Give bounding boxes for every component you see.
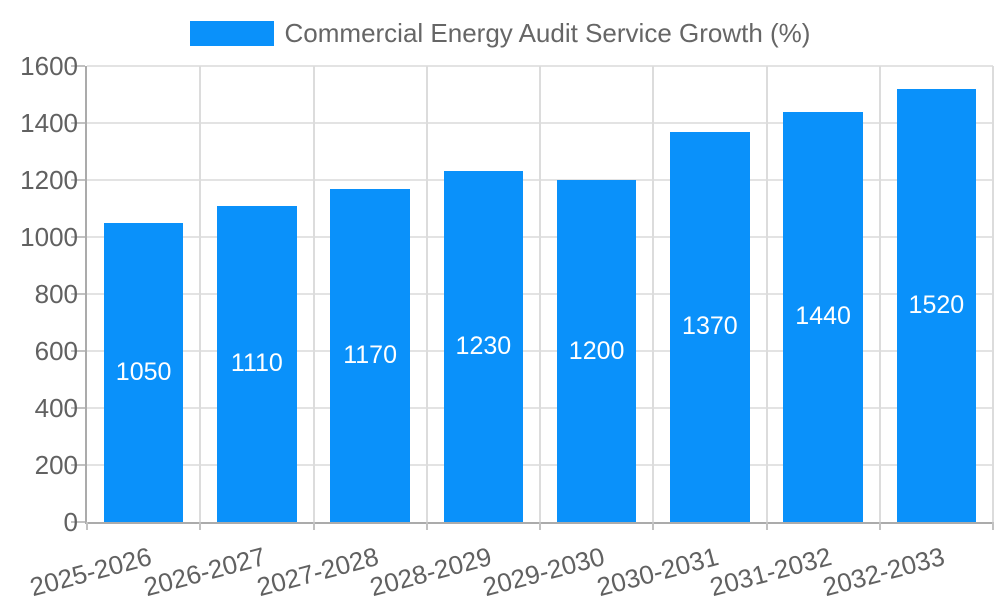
- y-axis-tick: [71, 179, 85, 181]
- x-axis-tick: [992, 522, 994, 530]
- x-tick-label: 2027-2028: [253, 541, 382, 600]
- gridline-vertical: [652, 66, 655, 522]
- x-axis-tick: [765, 522, 768, 530]
- gridline-vertical: [199, 66, 202, 522]
- x-axis-tick: [312, 522, 315, 530]
- legend-swatch: [189, 21, 274, 46]
- bar-value-label: 1230: [455, 332, 512, 361]
- gridline-vertical: [539, 66, 541, 522]
- y-axis-tick: [71, 236, 85, 238]
- y-axis-line: [85, 66, 87, 522]
- x-axis-tick: [425, 522, 428, 530]
- x-tick-label: 2030-2031: [593, 541, 722, 600]
- y-tick-label: 0: [63, 507, 78, 537]
- bar-2027-2028: 1170: [330, 188, 410, 522]
- bar-2025-2026: 1050: [103, 222, 184, 522]
- gridline-vertical: [425, 66, 428, 522]
- x-tick-label: 2029-2030: [480, 541, 608, 600]
- plot-area: 1050 1110 1170 1230 1200 1370 1440 1520: [71, 65, 994, 530]
- x-tick-label: 2026-2027: [140, 541, 269, 600]
- y-axis-tick: [71, 122, 85, 124]
- y-axis-tick: [71, 65, 85, 67]
- y-tick-label: 600: [34, 336, 78, 366]
- legend: Commercial Energy Audit Service Growth (…: [0, 18, 1000, 49]
- y-tick-label: 1200: [20, 165, 78, 195]
- y-tick-label: 200: [34, 450, 78, 480]
- y-axis-tick: [71, 407, 85, 409]
- x-axis-tick: [652, 522, 655, 530]
- bar-value-label: 1370: [682, 312, 738, 341]
- bar-value-label: 1440: [795, 302, 851, 331]
- bar-value-label: 1050: [115, 357, 172, 386]
- bar-2031-2032: 1440: [783, 111, 863, 522]
- bar-2028-2029: 1230: [443, 171, 523, 522]
- legend-label: Commercial Energy Audit Service Growth (…: [284, 18, 811, 48]
- gridline-vertical: [765, 66, 768, 522]
- y-axis-tick: [71, 521, 85, 523]
- x-tick-label: 2031-2032: [706, 541, 835, 600]
- bar-2030-2031: 1370: [670, 131, 750, 522]
- legend-item[interactable]: Commercial Energy Audit Service Growth (…: [189, 18, 811, 49]
- bar-value-label: 1520: [908, 290, 965, 319]
- bar-value-label: 1170: [343, 340, 397, 369]
- bar-value-label: 1200: [568, 336, 625, 365]
- y-tick-label: 1600: [20, 51, 78, 81]
- y-tick-label: 400: [34, 393, 78, 423]
- x-tick-label: 2025-2026: [27, 541, 155, 600]
- gridline-vertical: [992, 66, 994, 522]
- gridline-vertical: [312, 66, 315, 522]
- x-tick-label: 2032-2033: [819, 541, 948, 600]
- x-axis-tick: [86, 522, 88, 530]
- bar-2029-2030: 1200: [556, 180, 637, 522]
- bar-value-label: 1110: [230, 349, 283, 378]
- bar-2032-2033: 1520: [896, 88, 976, 522]
- y-tick-label: 1400: [20, 108, 78, 138]
- x-axis-tick: [199, 522, 202, 530]
- y-axis-tick: [71, 293, 85, 295]
- y-tick-label: 1000: [20, 222, 78, 252]
- x-axis-tick: [539, 522, 541, 530]
- x-axis-tick: [878, 522, 881, 530]
- y-tick-label: 800: [34, 279, 78, 309]
- gridline-vertical: [878, 66, 881, 522]
- x-tick-label: 2028-2029: [366, 541, 495, 600]
- y-axis-tick: [71, 464, 85, 466]
- y-axis-tick: [71, 350, 85, 352]
- bar-2026-2027: 1110: [217, 205, 297, 522]
